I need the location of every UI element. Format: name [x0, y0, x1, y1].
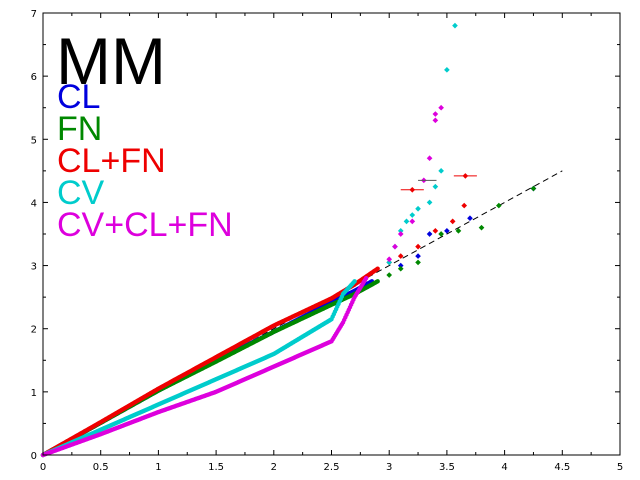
- data-point: [363, 276, 369, 281]
- chart-title: MM: [56, 24, 166, 98]
- tail-point: [432, 111, 439, 117]
- data-point: [352, 279, 357, 284]
- tail-point: [461, 202, 468, 209]
- x-tick-label: 1.5: [208, 462, 224, 473]
- tail-point: [415, 243, 421, 250]
- tail-point: [409, 212, 416, 218]
- tail-point: [397, 253, 404, 259]
- tail-point: [386, 272, 393, 278]
- tail-point: [426, 155, 433, 162]
- tail-point: [397, 262, 404, 269]
- tail-point: [449, 218, 456, 225]
- tail-point: [426, 199, 433, 206]
- x-tick-label: 4: [501, 462, 507, 473]
- tail-point: [397, 231, 404, 237]
- y-tick-label: 0: [31, 451, 37, 462]
- data-point: [375, 266, 380, 271]
- tail-point: [386, 259, 393, 266]
- x-tick-label: 0: [40, 462, 46, 473]
- x-tick-label: 3: [386, 462, 392, 473]
- tail-point: [397, 228, 404, 234]
- tail-point: [438, 231, 444, 237]
- x-tick-label: 3.5: [439, 462, 455, 473]
- tail-point: [415, 205, 421, 212]
- series-cv-cl-fn: [40, 104, 444, 458]
- y-tick-label: 3: [31, 262, 37, 273]
- series-cl-fn: [40, 173, 469, 458]
- y-tick-label: 7: [31, 9, 37, 20]
- tail-point: [438, 104, 444, 111]
- x-tick-label: 5: [617, 462, 623, 473]
- y-tick-label: 6: [31, 72, 37, 83]
- tail-point: [444, 228, 450, 234]
- tail-point: [386, 256, 393, 263]
- y-tick-label: 4: [31, 198, 37, 209]
- tail-point: [432, 183, 439, 190]
- legend-entry-cv-cl-fn: CV+CL+FN: [57, 206, 233, 244]
- tail-point: [426, 231, 433, 237]
- tail-point: [478, 224, 485, 231]
- legend-entry-cl-fn: CL+FN: [57, 142, 166, 180]
- x-tick-label: 4.5: [554, 462, 570, 473]
- legend-entry-cv: CV: [57, 174, 105, 212]
- tail-point: [415, 259, 421, 266]
- tail-point: [438, 168, 444, 174]
- y-tick-label: 2: [31, 325, 37, 336]
- data-point: [375, 279, 380, 284]
- x-tick-label: 0.5: [93, 462, 109, 473]
- axes: 0 0.5 1 1.5 2 2.5 3 3.5 4 4.5 5 0 1 2 3 4 5 6 7: [31, 9, 624, 473]
- tail-point: [432, 117, 439, 124]
- x-tick-label: 2.5: [324, 462, 340, 473]
- tail-point: [444, 67, 450, 73]
- tail-point: [530, 185, 537, 192]
- tail-point: [467, 215, 473, 222]
- tail-point: [409, 218, 416, 225]
- tail-point: [403, 218, 410, 225]
- x-tick-label: 1: [155, 462, 161, 473]
- y-tick-label: 1: [31, 388, 37, 399]
- legend-entry-fn: FN: [57, 110, 102, 148]
- plot-area: [40, 22, 563, 458]
- tail-point: [392, 243, 398, 250]
- tail-point: [455, 228, 462, 234]
- tail-point: [397, 265, 404, 272]
- tail-point: [415, 253, 421, 259]
- tail-point: [432, 228, 439, 234]
- legend-entry-cl: CL: [57, 78, 100, 116]
- tail-point: [496, 202, 502, 209]
- y-tick-label: 5: [31, 135, 37, 146]
- x-tick-label: 2: [271, 462, 277, 473]
- tail-point: [452, 22, 458, 29]
